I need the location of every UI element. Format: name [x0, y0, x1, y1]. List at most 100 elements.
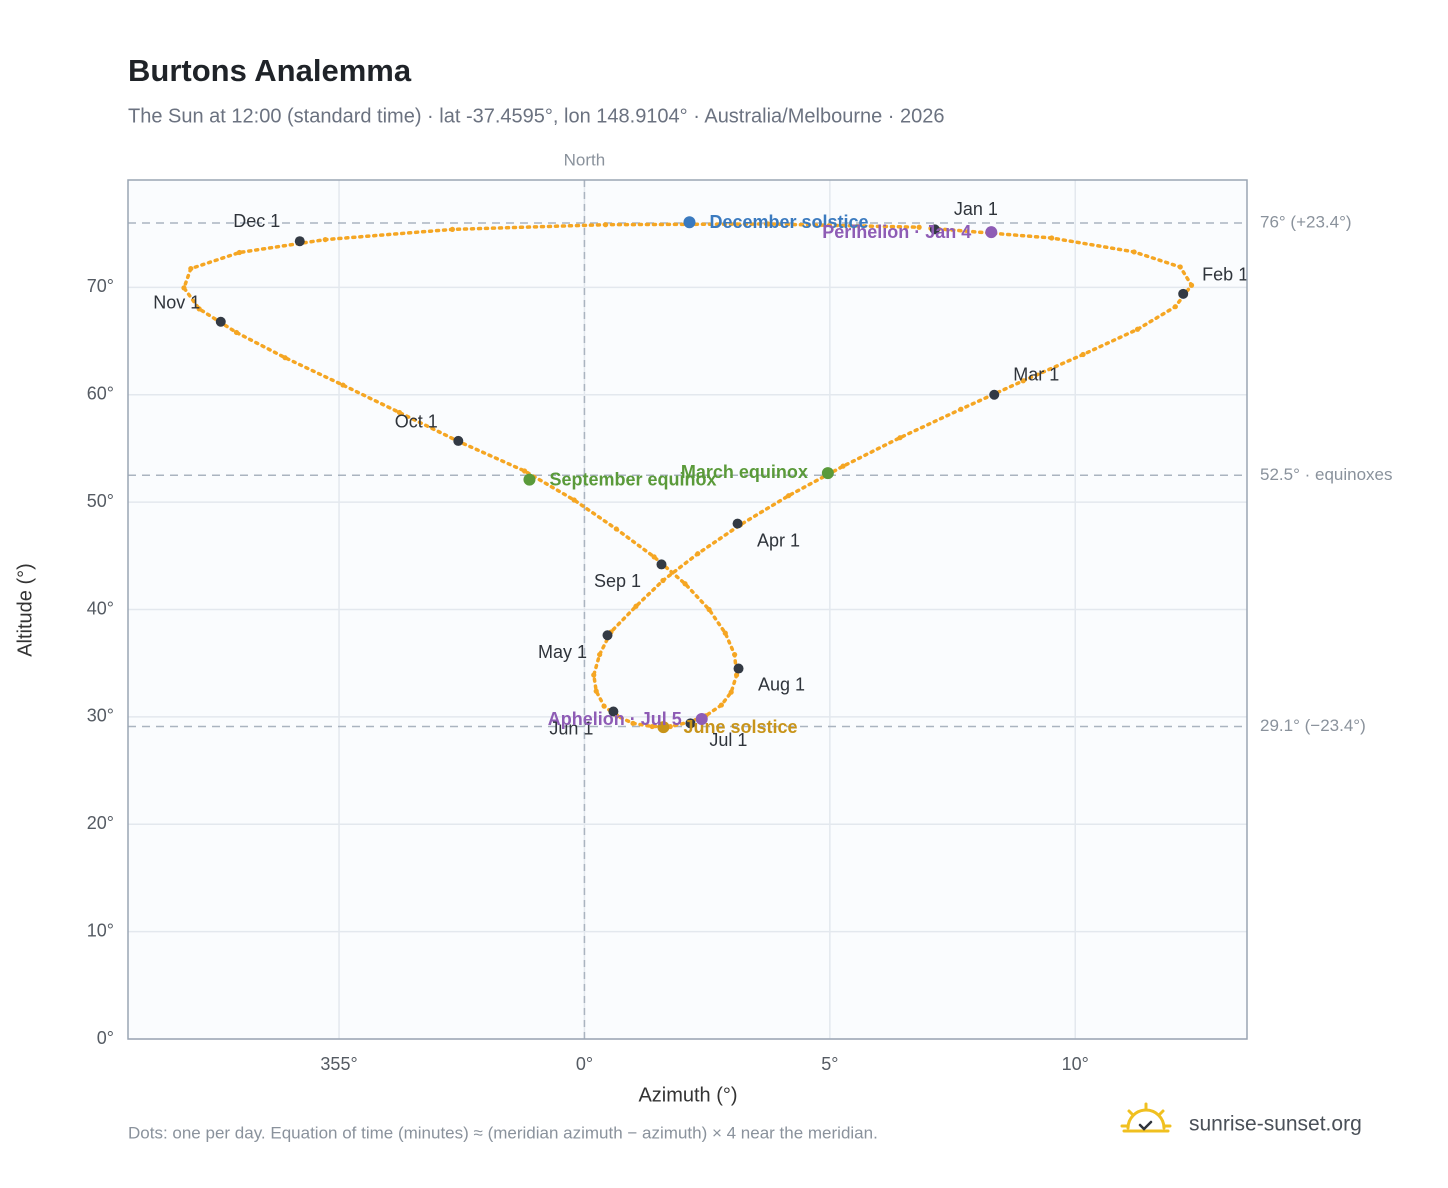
month-label: Jan 1 — [954, 199, 998, 219]
month-marker — [453, 435, 464, 446]
event-label: June solstice — [683, 717, 797, 737]
day-dot — [633, 603, 639, 609]
day-dot — [732, 651, 738, 658]
day-dot — [1131, 249, 1137, 255]
y-axis-label: Altitude (°) — [14, 563, 36, 657]
month-marker — [685, 718, 696, 729]
x-tick-label: 0° — [576, 1054, 593, 1074]
x-tick-label: 10° — [1062, 1054, 1089, 1074]
day-dot — [1172, 304, 1178, 310]
day-dot — [958, 406, 964, 412]
chart-subtitle: The Sun at 12:00 (standard time) · lat -… — [128, 105, 944, 127]
day-dot — [660, 577, 666, 584]
event-marker — [683, 216, 696, 229]
day-dot — [718, 702, 724, 708]
day-dot — [1188, 282, 1195, 288]
event-label: September equinox — [549, 469, 716, 489]
month-label: Apr 1 — [757, 530, 800, 550]
footnote: Dots: one per day. Equation of time (min… — [128, 1123, 878, 1142]
day-dot — [765, 221, 771, 227]
month-marker — [1178, 288, 1189, 299]
north-label: North — [564, 150, 606, 169]
day-dot — [181, 285, 187, 291]
day-dot — [597, 651, 603, 658]
day-dot — [728, 689, 734, 695]
day-dot — [649, 723, 655, 730]
reference-label: 76° (+23.4°) — [1260, 212, 1352, 231]
month-label: Feb 1 — [1202, 265, 1248, 285]
brand-name: sunrise-sunset.org — [1189, 1113, 1362, 1136]
day-dot — [196, 306, 202, 312]
event-marker — [695, 713, 708, 726]
plot-border — [127, 179, 1248, 1040]
month-marker — [733, 663, 744, 674]
event-marker — [821, 467, 834, 480]
day-dot — [282, 355, 288, 361]
month-label: Aug 1 — [758, 674, 805, 694]
day-dot — [593, 688, 599, 694]
reference-label: 52.5° · equinoxes — [1260, 465, 1393, 484]
month-label: May 1 — [538, 642, 587, 662]
day-dot — [1134, 326, 1141, 332]
y-tick-label: 70° — [87, 276, 114, 296]
event-label: Aphelion · Jul 5 — [548, 709, 682, 729]
event-marker — [985, 226, 998, 239]
day-dot — [897, 435, 903, 441]
day-dot — [722, 630, 728, 636]
y-tick-label: 30° — [87, 706, 114, 726]
month-marker — [294, 236, 305, 247]
day-dot — [571, 497, 577, 503]
day-dot — [733, 672, 740, 678]
x-tick-label: 5° — [821, 1054, 838, 1074]
day-dot — [630, 720, 636, 726]
month-label: Oct 1 — [395, 412, 438, 432]
day-dot — [601, 703, 607, 709]
y-tick-label: 10° — [87, 920, 114, 940]
day-dot — [236, 249, 243, 256]
day-dot — [602, 222, 609, 228]
x-tick-label: 355° — [320, 1054, 357, 1074]
day-dot — [786, 493, 792, 499]
month-marker — [732, 518, 743, 529]
reference-label: 29.1° (−23.4°) — [1260, 716, 1366, 735]
day-dot — [706, 606, 712, 613]
day-dot — [233, 329, 240, 336]
day-dot — [396, 409, 403, 416]
month-marker — [656, 559, 667, 570]
day-dot — [188, 265, 194, 272]
day-dot — [1080, 351, 1086, 358]
plot-layer: Jan 1 Feb 1 Mar 1 Apr 1 May 1 Jun 1 Jul 1 Aug 1… — [128, 180, 1248, 1040]
day-dot — [682, 581, 688, 587]
month-marker — [215, 316, 226, 327]
day-dot — [322, 236, 328, 243]
month-marker — [989, 389, 1000, 400]
month-label: Mar 1 — [1013, 365, 1059, 385]
day-dot — [1020, 378, 1026, 384]
day-dot — [521, 468, 528, 474]
day-dot — [840, 463, 846, 469]
y-tick-label: 50° — [87, 491, 114, 511]
month-label: Sep 1 — [594, 571, 641, 591]
event-marker — [657, 721, 670, 734]
day-dot — [1177, 264, 1183, 270]
event-marker — [523, 473, 536, 486]
y-tick-label: 60° — [87, 384, 114, 404]
day-dot — [651, 554, 657, 560]
event-label: December solstice — [709, 212, 868, 232]
month-marker — [608, 706, 619, 717]
event-label: Perihelion · Jan 4 — [822, 222, 971, 242]
day-dot — [916, 224, 922, 230]
month-label: Nov 1 — [153, 292, 200, 312]
day-dot — [695, 551, 701, 557]
y-tick-label: 40° — [87, 598, 114, 618]
month-label: Jul 1 — [709, 730, 747, 750]
day-dot — [449, 226, 456, 232]
day-dot — [340, 382, 346, 388]
day-dot — [613, 526, 619, 532]
month-label: Dec 1 — [233, 211, 280, 231]
month-marker — [929, 224, 940, 235]
brand-logo — [1120, 1102, 1172, 1133]
chart-title: Burtons Analemma — [128, 53, 412, 88]
month-marker — [602, 630, 613, 641]
y-tick-label: 0° — [97, 1028, 114, 1048]
